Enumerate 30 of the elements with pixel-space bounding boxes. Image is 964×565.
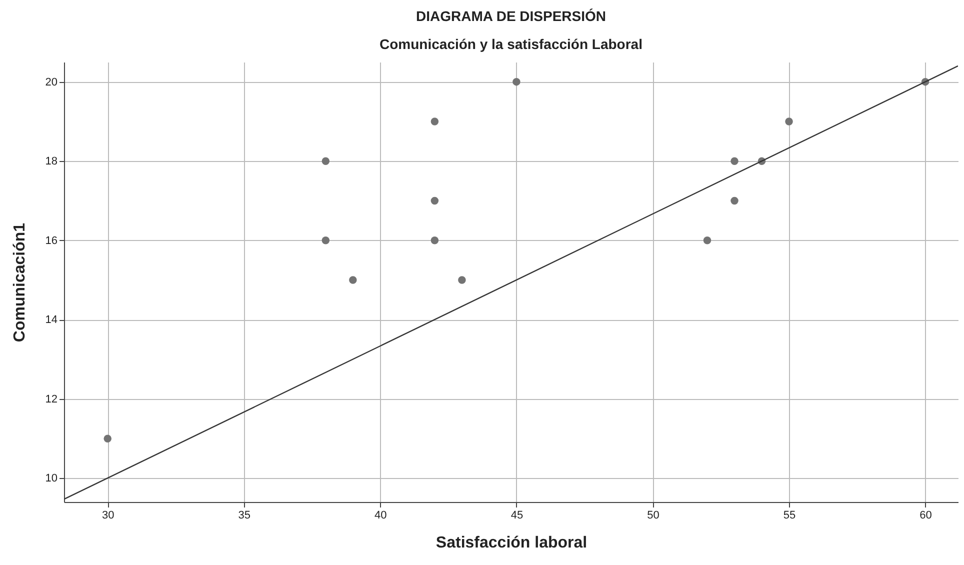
point xyxy=(458,276,466,284)
y-tick-label: 12 xyxy=(45,393,58,406)
x-tick-label: 30 xyxy=(102,510,114,522)
point xyxy=(322,157,330,165)
point xyxy=(322,236,330,244)
x-tick-label: 60 xyxy=(920,510,932,522)
x-tick-label: 45 xyxy=(510,510,524,522)
y-tick-label: 10 xyxy=(45,472,58,485)
point xyxy=(512,78,520,86)
point xyxy=(430,118,439,126)
point xyxy=(430,196,439,205)
x-tick-label: 35 xyxy=(238,510,251,522)
point xyxy=(785,118,793,126)
point xyxy=(730,196,738,205)
x-tick-label: 55 xyxy=(783,510,796,522)
point xyxy=(730,157,738,165)
y-tick-label: 14 xyxy=(45,314,58,326)
y-tick-label: 20 xyxy=(45,76,58,88)
point xyxy=(703,236,712,244)
point xyxy=(104,434,112,442)
point xyxy=(349,276,357,284)
chart-title: DIAGRAMA DE DISPERSIÓN xyxy=(416,8,606,24)
x-tick-label: 50 xyxy=(647,510,660,522)
x-tick-label: 40 xyxy=(374,510,387,522)
y-tick-label: 18 xyxy=(45,156,58,168)
x-axis-title: Satisfacción laboral xyxy=(436,534,588,552)
chart-subtitle: Comunicación y la satisfacción Laboral xyxy=(380,36,642,52)
y-tick-label: 16 xyxy=(45,234,58,247)
y-axis-title: Comunicación1 xyxy=(11,222,28,342)
point xyxy=(430,236,439,244)
